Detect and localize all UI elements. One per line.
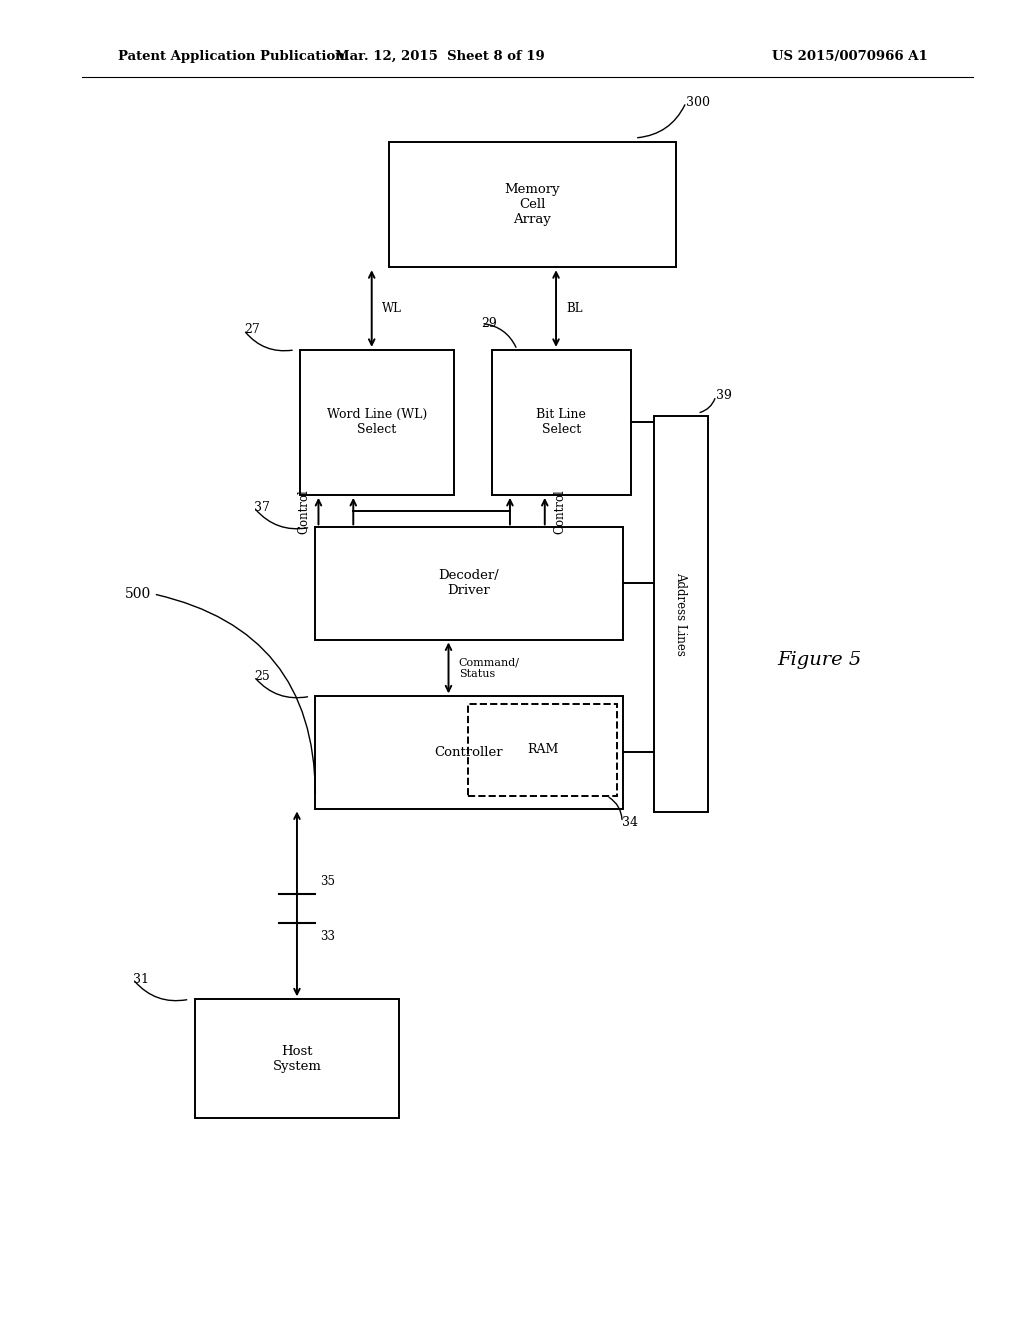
Text: Address Lines: Address Lines bbox=[675, 572, 687, 656]
Bar bbox=[315, 528, 623, 639]
Text: 25: 25 bbox=[254, 671, 269, 682]
Bar bbox=[469, 704, 616, 796]
Bar bbox=[492, 350, 631, 495]
Bar bbox=[315, 697, 623, 808]
Text: 500: 500 bbox=[125, 587, 152, 601]
Text: BL: BL bbox=[566, 302, 583, 315]
Text: Command/
Status: Command/ Status bbox=[459, 657, 520, 678]
Text: Decoder/
Driver: Decoder/ Driver bbox=[438, 569, 500, 598]
Text: Control: Control bbox=[297, 488, 310, 533]
Text: Bit Line
Select: Bit Line Select bbox=[537, 408, 586, 437]
Bar bbox=[300, 350, 454, 495]
Bar bbox=[195, 999, 399, 1118]
Text: Patent Application Publication: Patent Application Publication bbox=[118, 50, 344, 63]
Text: Memory
Cell
Array: Memory Cell Array bbox=[505, 183, 560, 226]
Text: 33: 33 bbox=[321, 929, 336, 942]
Text: RAM: RAM bbox=[527, 743, 558, 756]
Text: 35: 35 bbox=[321, 875, 336, 888]
Text: 29: 29 bbox=[481, 317, 497, 330]
Text: 39: 39 bbox=[716, 389, 732, 403]
Text: 34: 34 bbox=[623, 816, 638, 829]
Text: US 2015/0070966 A1: US 2015/0070966 A1 bbox=[772, 50, 928, 63]
Text: Controller: Controller bbox=[434, 746, 504, 759]
Bar bbox=[654, 416, 708, 812]
Text: Figure 5: Figure 5 bbox=[777, 651, 861, 669]
Text: Control: Control bbox=[553, 488, 566, 533]
Text: 37: 37 bbox=[254, 502, 270, 513]
Text: Word Line (WL)
Select: Word Line (WL) Select bbox=[327, 408, 427, 437]
Text: Host
System: Host System bbox=[272, 1044, 322, 1073]
Text: 31: 31 bbox=[133, 973, 150, 986]
Text: 300: 300 bbox=[686, 96, 710, 108]
Bar bbox=[389, 143, 676, 267]
Text: WL: WL bbox=[382, 302, 401, 315]
Text: 27: 27 bbox=[244, 323, 259, 337]
Text: Mar. 12, 2015  Sheet 8 of 19: Mar. 12, 2015 Sheet 8 of 19 bbox=[336, 50, 545, 63]
